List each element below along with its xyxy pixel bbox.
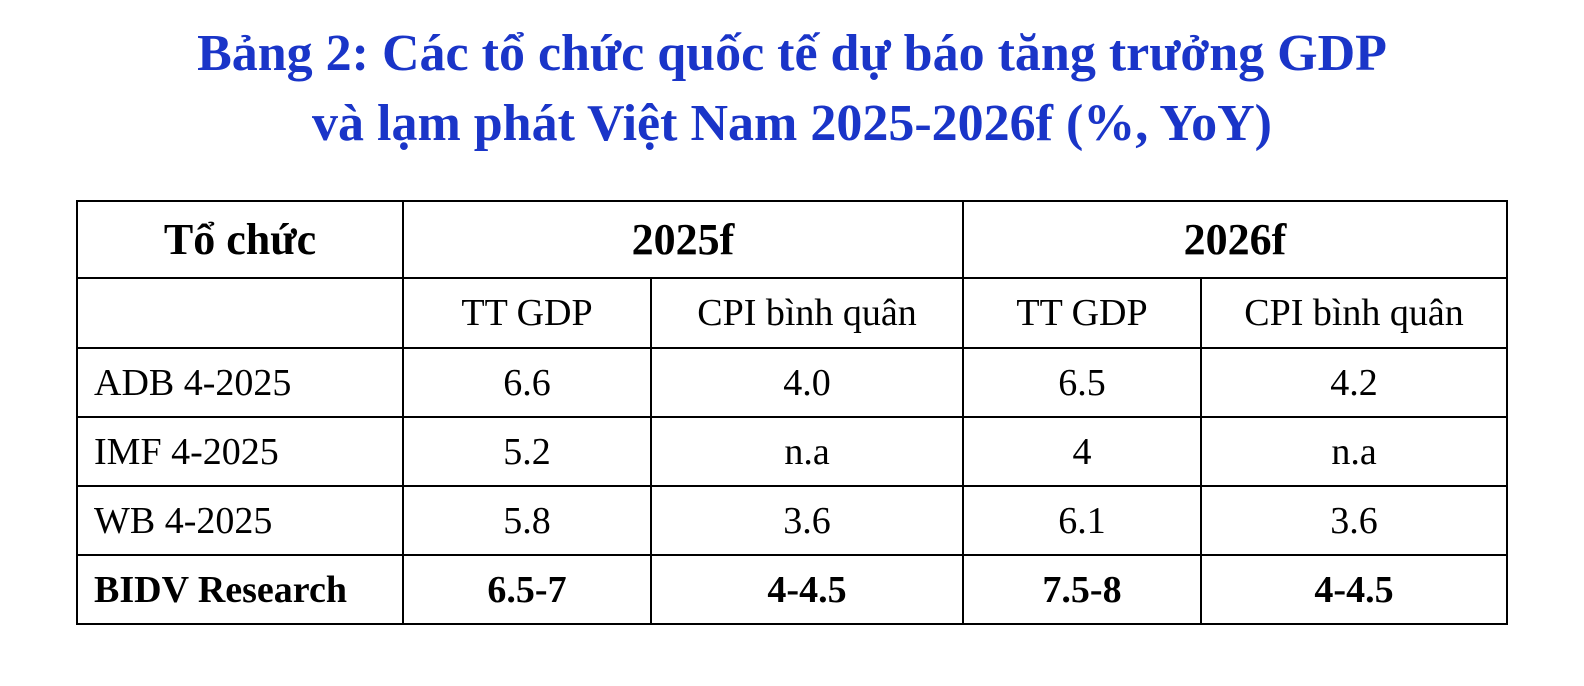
value-cell: 3.6: [1200, 485, 1508, 556]
value-cell: 4-4.5: [1200, 554, 1508, 625]
header-row: Tổ chức 2025f 2026f: [76, 200, 1508, 279]
value-cell: n.a: [650, 416, 964, 487]
data-row: WB 4-2025 5.8 3.6 6.1 3.6: [76, 485, 1508, 556]
org-cell: IMF 4-2025: [76, 416, 404, 487]
data-row: IMF 4-2025 5.2 n.a 4 n.a: [76, 416, 1508, 487]
value-cell: 5.2: [402, 416, 652, 487]
value-cell: 3.6: [650, 485, 964, 556]
data-row: ADB 4-2025 6.6 4.0 6.5 4.2: [76, 347, 1508, 418]
header-cell: Tổ chức: [76, 200, 404, 279]
subheader-cell: CPI bình quân: [650, 277, 964, 349]
title-line: Bảng 2: Các tổ chức quốc tế dự báo tăng …: [197, 25, 1387, 82]
org-cell: BIDV Research: [76, 554, 404, 625]
forecast-table: Tổ chức 2025f 2026f TT GDP CPI bình quân…: [76, 200, 1508, 625]
value-cell: 5.8: [402, 485, 652, 556]
title-line: và lạm phát Việt Nam 2025-2026f (%, YoY): [312, 95, 1272, 152]
value-cell: 6.5-7: [402, 554, 652, 625]
subheader-cell: CPI bình quân: [1200, 277, 1508, 349]
value-cell: 4.2: [1200, 347, 1508, 418]
value-cell: 6.1: [962, 485, 1202, 556]
header-cell: 2026f: [962, 200, 1508, 279]
value-cell: 6.5: [962, 347, 1202, 418]
org-cell: ADB 4-2025: [76, 347, 404, 418]
value-cell: n.a: [1200, 416, 1508, 487]
subheader-cell: TT GDP: [962, 277, 1202, 349]
subheader-row: TT GDP CPI bình quân TT GDP CPI bình quâ…: [76, 277, 1508, 349]
value-cell: 4.0: [650, 347, 964, 418]
value-cell: 7.5-8: [962, 554, 1202, 625]
value-cell: 4-4.5: [650, 554, 964, 625]
data-row: BIDV Research 6.5-7 4-4.5 7.5-8 4-4.5: [76, 554, 1508, 625]
subheader-cell: TT GDP: [402, 277, 652, 349]
value-cell: 4: [962, 416, 1202, 487]
empty-cell: [76, 277, 404, 349]
org-cell: WB 4-2025: [76, 485, 404, 556]
header-cell: 2025f: [402, 200, 964, 279]
value-cell: 6.6: [402, 347, 652, 418]
